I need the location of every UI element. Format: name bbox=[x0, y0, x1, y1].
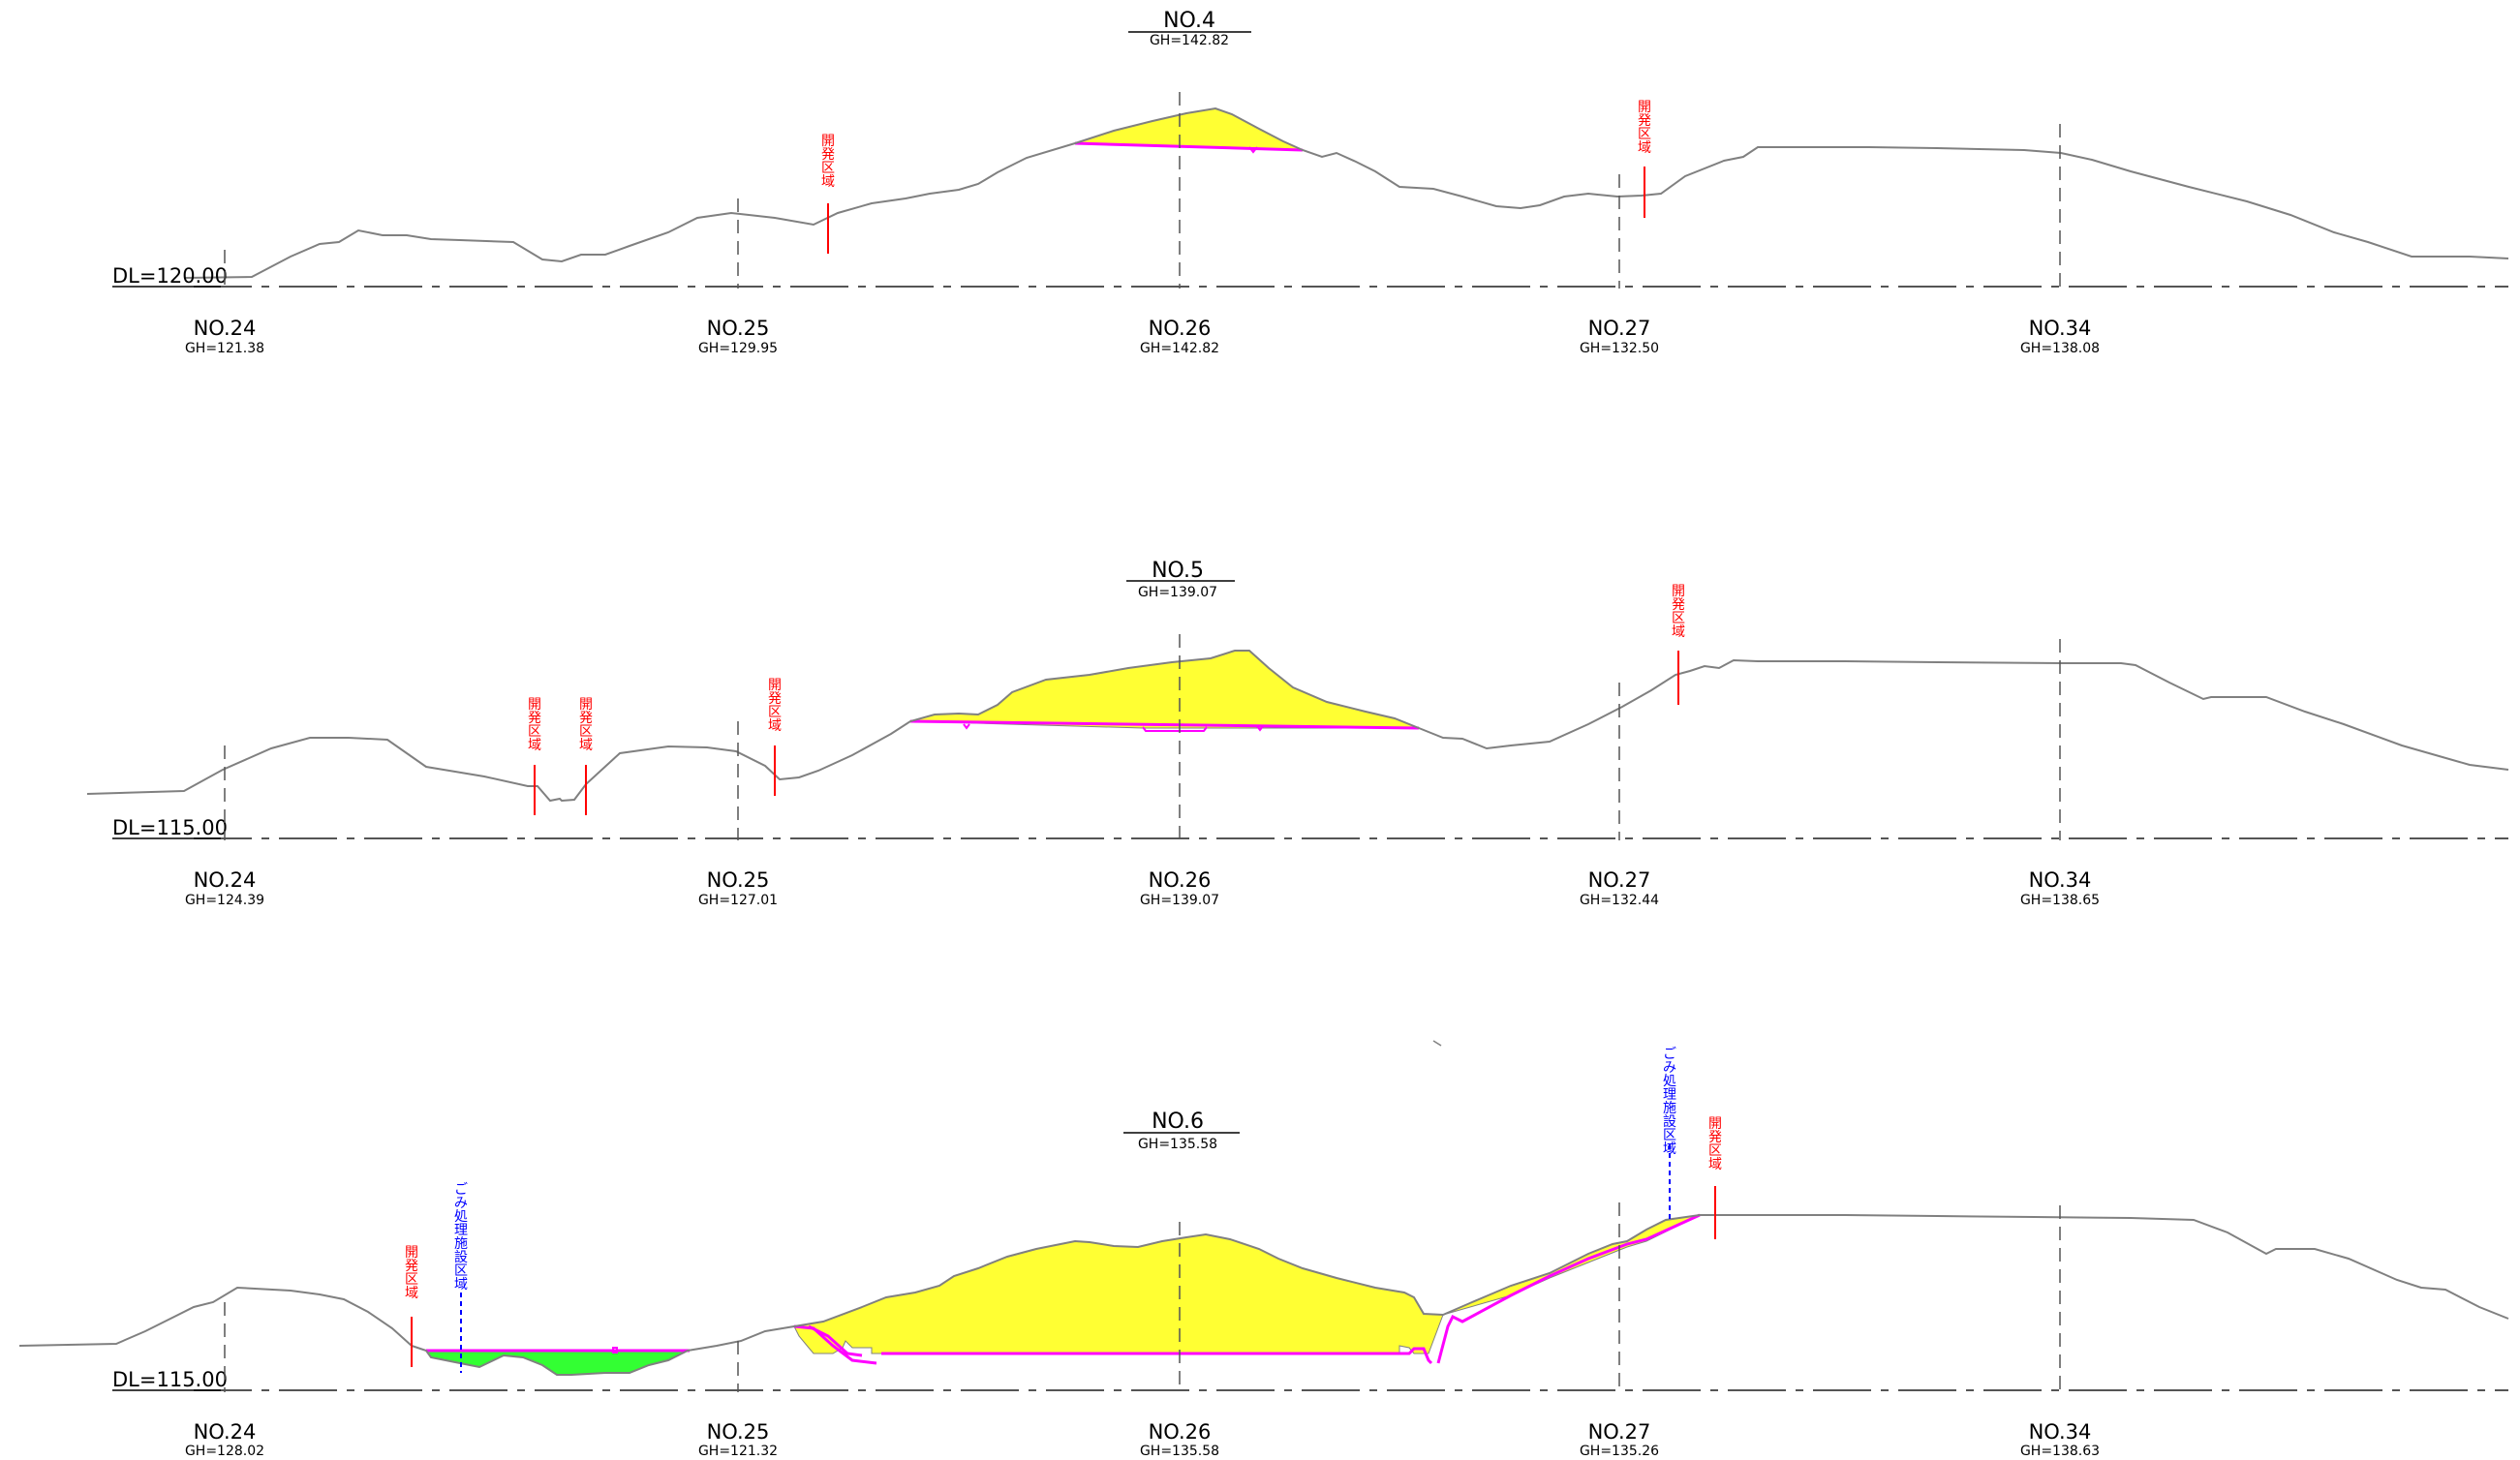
ground-profile bbox=[86, 650, 2509, 803]
formation-lines bbox=[793, 1213, 1701, 1365]
station-label: NO.27 bbox=[1588, 1420, 1651, 1444]
development-area-marker: 開発区域 bbox=[1638, 100, 1651, 218]
section-no4: NO.4 GH=142.82 DL=120.00 NO.24 GH=121.38… bbox=[112, 9, 2509, 356]
station-gh: GH=139.07 bbox=[1140, 893, 1219, 908]
station-gh: GH=138.08 bbox=[2020, 341, 2100, 356]
station-lines bbox=[224, 1202, 2061, 1392]
station-label: NO.26 bbox=[1149, 317, 1212, 340]
station-gh: GH=129.95 bbox=[698, 341, 778, 356]
datum-label: DL=115.00 bbox=[112, 1368, 228, 1391]
section-no6: NO.6 GH=135.58 DL=115.00 bbox=[18, 1040, 2509, 1459]
development-area-marker: 開発区域 bbox=[528, 697, 541, 815]
ditch-mark bbox=[963, 723, 1264, 732]
marker-label: ごみ処理施設区域 bbox=[454, 1182, 468, 1293]
section-gh: GH=142.82 bbox=[1150, 33, 1229, 48]
development-area-marker: 開発区域 bbox=[405, 1245, 418, 1367]
section-title: NO.5 bbox=[1152, 559, 1204, 583]
station-labels: NO.24 GH=128.02 NO.25 GH=121.32 NO.26 GH… bbox=[185, 1420, 2100, 1459]
section-gh: GH=139.07 bbox=[1138, 585, 1217, 600]
section-title: NO.6 bbox=[1152, 1110, 1204, 1134]
ditch-mark bbox=[1248, 146, 1258, 154]
station-labels: NO.24 GH=121.38 NO.25 GH=129.95 NO.26 GH… bbox=[185, 317, 2100, 356]
section-title: NO.4 bbox=[1163, 9, 1215, 33]
station-label: NO.26 bbox=[1149, 1420, 1212, 1444]
station-gh: GH=121.38 bbox=[185, 341, 264, 356]
station-gh: GH=142.82 bbox=[1140, 341, 1219, 356]
formation-line bbox=[909, 719, 1420, 730]
ditch-mark bbox=[612, 1347, 618, 1354]
datum-label: DL=120.00 bbox=[112, 264, 228, 288]
ground-profile bbox=[183, 106, 2509, 279]
datum-label: DL=115.00 bbox=[112, 816, 228, 839]
station-label: NO.25 bbox=[707, 1420, 770, 1444]
green-fill-area bbox=[425, 1350, 689, 1376]
station-label: NO.24 bbox=[194, 868, 257, 892]
section-gh: GH=135.58 bbox=[1138, 1137, 1217, 1152]
development-area-marker: 開発区域 bbox=[579, 697, 593, 815]
station-labels: NO.24 GH=124.39 NO.25 GH=127.01 NO.26 GH… bbox=[185, 868, 2100, 908]
formation-line bbox=[1074, 141, 1304, 152]
station-gh: GH=135.26 bbox=[1580, 1444, 1659, 1459]
station-label: NO.27 bbox=[1588, 317, 1651, 340]
station-gh: GH=132.44 bbox=[1580, 893, 1659, 908]
stray-mark bbox=[1432, 1040, 1442, 1047]
station-label: NO.34 bbox=[2029, 1420, 2092, 1444]
station-gh: GH=132.50 bbox=[1580, 341, 1659, 356]
station-gh: GH=138.65 bbox=[2020, 893, 2100, 908]
development-area-marker: 開発区域 bbox=[1672, 584, 1685, 705]
station-label: NO.24 bbox=[194, 317, 257, 340]
marker-label: 開発区域 bbox=[528, 697, 541, 753]
station-gh: GH=138.63 bbox=[2020, 1444, 2100, 1459]
station-gh: GH=121.32 bbox=[698, 1444, 778, 1459]
station-label: NO.27 bbox=[1588, 868, 1651, 892]
marker-label: 開発区域 bbox=[821, 134, 835, 190]
marker-label: 開発区域 bbox=[1708, 1116, 1722, 1172]
waste-facility-area-marker: ごみ処理施設区域 bbox=[454, 1182, 468, 1373]
station-lines bbox=[224, 92, 2061, 289]
station-label: NO.34 bbox=[2029, 868, 2092, 892]
station-label: NO.26 bbox=[1149, 868, 1212, 892]
station-gh: GH=128.02 bbox=[185, 1444, 264, 1459]
station-label: NO.34 bbox=[2029, 317, 2092, 340]
waste-facility-area-marker: ごみ処理施設区域 bbox=[1663, 1047, 1676, 1222]
development-area-marker: 開発区域 bbox=[1708, 1116, 1722, 1239]
marker-label: ごみ処理施設区域 bbox=[1663, 1047, 1676, 1157]
station-label: NO.24 bbox=[194, 1420, 257, 1444]
station-label: NO.25 bbox=[707, 868, 770, 892]
development-area-marker: 開発区域 bbox=[768, 678, 782, 796]
station-label: NO.25 bbox=[707, 317, 770, 340]
marker-label: 開発区域 bbox=[768, 678, 782, 734]
marker-label: 開発区域 bbox=[1638, 100, 1651, 156]
marker-label: 開発区域 bbox=[405, 1245, 418, 1301]
marker-label: 開発区域 bbox=[579, 697, 593, 753]
cut-area bbox=[793, 1233, 1444, 1354]
development-area-marker: 開発区域 bbox=[821, 134, 835, 254]
station-gh: GH=124.39 bbox=[185, 893, 264, 908]
station-lines bbox=[224, 634, 2061, 840]
marker-label: 開発区域 bbox=[1672, 584, 1685, 640]
station-gh: GH=135.58 bbox=[1140, 1444, 1219, 1459]
ground-profile bbox=[18, 1214, 2509, 1376]
section-no5: NO.5 GH=139.07 DL=115.00 NO.24 GH=124.39… bbox=[86, 559, 2509, 908]
station-gh: GH=127.01 bbox=[698, 893, 778, 908]
